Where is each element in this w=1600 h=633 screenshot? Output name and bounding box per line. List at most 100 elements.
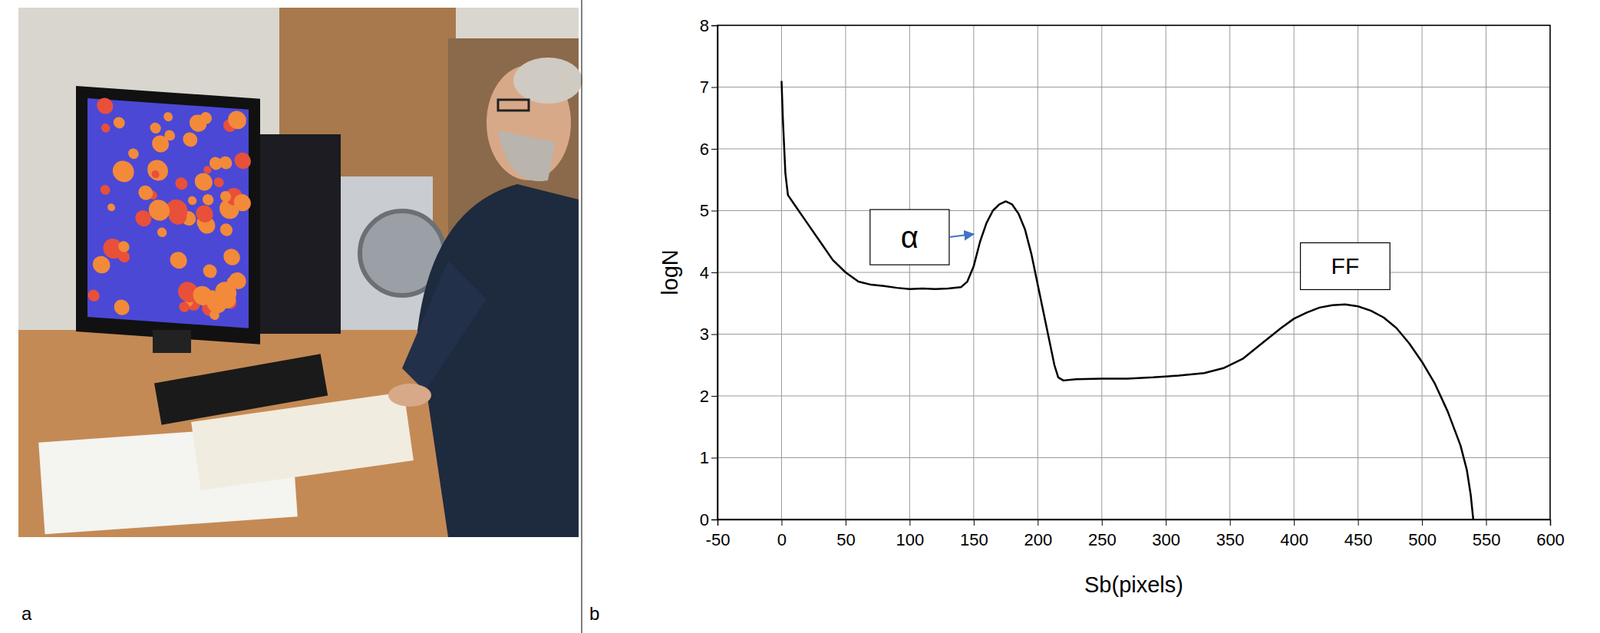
y-tick-label: 5: [699, 201, 710, 221]
photo-grain: [214, 177, 225, 189]
y-tick: 5: [699, 201, 718, 221]
x-tick: 500: [1408, 519, 1437, 550]
y-tick: 6: [699, 139, 718, 159]
photo-grain: [220, 223, 233, 237]
photo-grain: [219, 155, 233, 170]
annotation-box: [1300, 242, 1391, 290]
plot-frame: [717, 25, 1551, 520]
photo-grain: [96, 97, 113, 116]
x-tick-label: 400: [1280, 530, 1309, 550]
photo-grain: [234, 193, 251, 212]
photo-person-beard: [498, 130, 556, 182]
photo-grain: [195, 204, 213, 224]
photo-grain: [200, 112, 212, 125]
photo-grain: [157, 227, 167, 238]
photo-grain: [100, 184, 111, 196]
y-tick-label: 2: [699, 386, 710, 406]
x-tick: 400: [1280, 519, 1309, 550]
x-tick-label: 300: [1151, 530, 1181, 550]
grid-line-y: [717, 333, 1551, 335]
x-tick-label: 100: [896, 530, 925, 550]
chart: -500501001502002503003504004505005506000…: [657, 16, 1565, 598]
grid-line-y: [717, 86, 1551, 88]
y-tick-mark: [711, 519, 718, 521]
photo-grain: [138, 184, 153, 201]
x-tick-mark: [1486, 519, 1488, 526]
photo-grain: [87, 289, 99, 302]
photo-grain: [203, 165, 212, 175]
y-axis-line: [711, 26, 719, 521]
x-tick: 0: [777, 519, 787, 550]
x-tick-label: 350: [1216, 530, 1245, 550]
grid: [717, 25, 1551, 520]
photo-grain: [147, 159, 169, 182]
photo-screen-grains: [87, 96, 251, 325]
annotation-text: FF: [1331, 253, 1360, 279]
photo-grain: [203, 263, 218, 279]
photo-grain: [229, 271, 247, 290]
photo-notebook: [191, 392, 414, 491]
y-tick-label: 8: [699, 16, 710, 36]
x-tick-label: 250: [1088, 530, 1117, 550]
photo-grain: [227, 110, 247, 130]
x-axis-line: [718, 520, 1551, 527]
photo-grain: [220, 190, 231, 202]
annotation-arrow: [949, 234, 974, 238]
x-tick-mark: [845, 519, 847, 526]
x-tick-mark: [1037, 519, 1039, 526]
grid-line-y: [717, 457, 1551, 459]
annotation-box: [870, 209, 950, 265]
photo-grain: [188, 195, 197, 205]
plot-area: [781, 80, 1473, 520]
x-tick-mark: [1293, 519, 1295, 526]
photo-grain: [174, 177, 188, 191]
photo-pc: [248, 134, 341, 334]
x-tick-label: 0: [777, 530, 787, 550]
x-tick: 250: [1088, 519, 1117, 550]
photo-hand: [388, 383, 432, 407]
annotation: α: [870, 209, 974, 265]
photo-grain: [194, 172, 213, 192]
y-tick: 4: [699, 263, 718, 283]
x-tick-label: 550: [1472, 530, 1502, 550]
photo-monitor: [75, 85, 261, 345]
photo-grain: [107, 203, 116, 212]
x-tick-mark: [973, 519, 975, 526]
panel-label: a: [21, 603, 33, 624]
x-tick-mark: [781, 519, 782, 526]
y-tick-label: 3: [699, 324, 710, 344]
x-axis-title: Sb(pixels): [1084, 572, 1184, 598]
x-tick-mark: [1421, 519, 1423, 526]
photo-grain: [150, 122, 162, 134]
photo-grain: [148, 198, 170, 222]
grid-line-y: [717, 210, 1551, 212]
x-tick-mark: [909, 519, 911, 526]
y-tick-mark: [711, 148, 718, 150]
y-tick-label: 0: [699, 510, 710, 530]
y-tick-mark: [711, 25, 718, 27]
photo-grain: [223, 247, 241, 266]
data-line: [781, 80, 1473, 520]
x-axis: -50050100150200250300350400450500550600: [705, 519, 1565, 550]
photo-grain: [113, 116, 126, 129]
y-tick: 3: [699, 324, 718, 344]
figure: a-50050100150200250300350400450500550600…: [0, 0, 1600, 633]
photo-grain: [118, 240, 129, 253]
photo-glasses: [498, 99, 529, 111]
photo-grain: [135, 209, 152, 228]
photo-screen: [87, 98, 249, 329]
photo-grain: [114, 299, 130, 317]
photo-grain: [101, 123, 111, 133]
x-tick: 350: [1216, 519, 1245, 550]
y-tick-mark: [711, 334, 718, 336]
x-tick-mark: [1550, 519, 1551, 526]
x-tick: 150: [960, 519, 989, 550]
photo-grain: [182, 131, 198, 148]
photo-grain: [118, 250, 130, 263]
annotations: α FF: [870, 209, 1390, 290]
photo-grain: [92, 255, 111, 274]
photo-grain: [163, 112, 173, 123]
annotation-text: α: [900, 220, 919, 255]
x-tick: 200: [1023, 519, 1053, 550]
x-tick-label: 600: [1536, 530, 1565, 550]
